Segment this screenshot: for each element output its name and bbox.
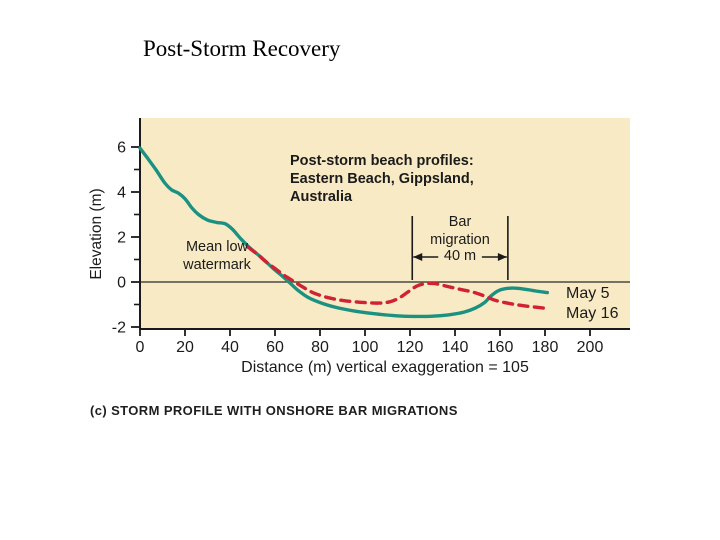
slide-title: Post-Storm Recovery <box>143 36 341 61</box>
x-tick-label: 100 <box>352 339 379 356</box>
chart-inner-title-line2: Eastern Beach, Gippsland, <box>290 171 474 187</box>
x-tick-label: 180 <box>532 339 559 356</box>
y-tick-label: 6 <box>117 140 126 157</box>
bar-migration-distance-label: 40 m <box>443 248 477 264</box>
y-tick-label: 4 <box>117 185 126 202</box>
x-axis-label: Distance (m) vertical exaggeration = 105 <box>241 359 529 376</box>
y-tick-label: -2 <box>112 320 126 337</box>
mean-low-line1: Mean low <box>185 239 249 255</box>
chart-inner-title-line1: Post-storm beach profiles: <box>290 153 474 169</box>
bar-migration-line1: Bar <box>448 214 472 230</box>
x-tick-label: 80 <box>311 339 329 356</box>
x-tick-label: 160 <box>487 339 514 356</box>
bar-migration-line2: migration <box>430 232 490 248</box>
x-tick-label: 0 <box>136 339 145 356</box>
mean-low-watermark-annotation: Mean low watermark <box>163 238 271 274</box>
x-tick-label: 200 <box>577 339 604 356</box>
series-curve-may-16 <box>246 245 549 311</box>
x-tick-label: 140 <box>442 339 469 356</box>
x-tick-label: 120 <box>397 339 424 356</box>
y-axis-label: Elevation (m) <box>88 188 105 280</box>
figure-caption: (c) STORM PROFILE WITH ONSHORE BAR MIGRA… <box>90 403 458 418</box>
legend-may5-label: May 5 <box>566 285 610 302</box>
bar-migration-annotation: Bar migration <box>408 213 512 249</box>
chart-inner-title-line3: Australia <box>290 189 353 205</box>
x-tick-label: 20 <box>176 339 194 356</box>
mean-low-line2: watermark <box>183 257 251 273</box>
x-tick-label: 60 <box>266 339 284 356</box>
chart-inner-title: Post-storm beach profiles: Eastern Beach… <box>290 152 530 206</box>
y-tick-label: 2 <box>117 230 126 247</box>
arrow-head-left-icon <box>413 253 423 261</box>
arrow-head-right-icon <box>497 253 507 261</box>
y-tick-label: 0 <box>117 275 126 292</box>
legend-may16-label: May 16 <box>566 305 619 322</box>
x-tick-label: 40 <box>221 339 239 356</box>
